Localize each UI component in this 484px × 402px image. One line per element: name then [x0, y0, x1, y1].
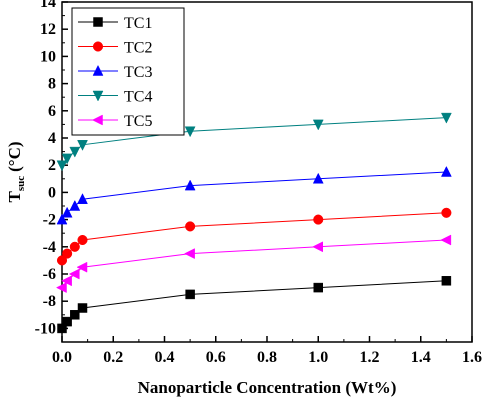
legend-item-tc2: TC2: [78, 40, 152, 57]
data-point: [62, 316, 72, 327]
y-tick-label: 14: [40, 0, 56, 11]
series-tc3: [56, 165, 452, 225]
y-tick-label: 12: [40, 21, 56, 38]
legend-label: TC5: [124, 113, 152, 130]
data-point: [441, 207, 452, 218]
data-point: [61, 153, 73, 165]
data-point: [57, 323, 67, 334]
data-point: [312, 241, 323, 253]
legend-item-tc4: TC4: [78, 89, 152, 106]
legend-item-tc1: TC1: [78, 15, 152, 32]
y-tick-label: -2: [43, 212, 56, 229]
series-tc4: [56, 112, 452, 172]
y-tick-label: -4: [43, 239, 56, 256]
y-tick-label: 8: [48, 76, 56, 93]
x-tick-label: 1.4: [411, 349, 431, 366]
x-tick-label: 0.6: [206, 349, 226, 366]
legend-item-tc3: TC3: [78, 64, 152, 81]
data-point: [77, 140, 88, 151]
x-tick-label: 0.4: [155, 349, 175, 366]
data-point: [184, 179, 196, 191]
data-point: [69, 199, 81, 211]
data-point: [312, 119, 324, 131]
y-tick-label: -10: [35, 320, 56, 337]
series-line: [61, 239, 447, 288]
data-point: [313, 214, 324, 225]
y-tick-label: 10: [40, 48, 56, 65]
data-point: [312, 172, 324, 184]
data-point: [56, 160, 68, 172]
legend-marker: [92, 64, 104, 76]
y-tick-label: 2: [48, 157, 56, 174]
y-tick-label: 6: [48, 103, 56, 120]
legend-marker: [93, 17, 103, 27]
x-tick-label: 0.0: [52, 349, 72, 366]
data-point: [77, 234, 88, 246]
data-point: [56, 213, 68, 225]
data-point: [56, 255, 68, 266]
series-tc5: [55, 234, 452, 294]
series-layer: [55, 112, 452, 334]
y-tick-label: -6: [43, 266, 56, 283]
data-point: [55, 282, 67, 294]
series-line: [61, 212, 447, 261]
legend-item-tc5: TC5: [78, 113, 152, 130]
data-point: [70, 310, 80, 320]
data-point: [184, 248, 195, 260]
y-axis-label-main: T: [5, 191, 24, 203]
legend-label: TC1: [124, 15, 152, 32]
data-point: [62, 248, 73, 259]
data-point: [68, 268, 80, 280]
x-tick-label: 1.0: [308, 349, 328, 366]
legend-label: TC3: [124, 64, 152, 81]
data-point: [61, 275, 72, 287]
x-tick-label: 0.2: [103, 349, 123, 366]
data-point: [77, 303, 88, 313]
series-tc2: [56, 207, 452, 266]
series-tc1: [57, 276, 452, 334]
legend-marker: [91, 114, 103, 126]
x-tick-label: 0.8: [257, 349, 277, 366]
y-axis-ticks: -10 -8 -6 -4 -2 0 2 4 6 8 10 12 14: [35, 0, 68, 343]
data-point: [185, 221, 196, 232]
data-point: [440, 112, 452, 124]
series-line: [61, 280, 447, 329]
legend-marker: [92, 90, 104, 102]
data-point: [313, 282, 323, 293]
y-tick-label: -8: [43, 293, 56, 310]
legend-marker: [92, 41, 104, 52]
data-point: [440, 165, 452, 177]
data-point: [69, 146, 81, 158]
series-line: [61, 171, 447, 220]
data-point: [76, 261, 88, 273]
y-tick-label: 0: [48, 184, 56, 201]
x-axis-label: Nanoparticle Concentration (Wt%): [138, 378, 397, 397]
data-point: [185, 289, 195, 300]
y-axis-label-sub: suc: [15, 176, 27, 191]
y-axis-label-unit: (°C): [5, 141, 24, 171]
data-point: [441, 276, 452, 286]
legend-label: TC4: [124, 89, 152, 106]
legend-label: TC2: [124, 40, 152, 57]
x-tick-label: 1.2: [360, 349, 380, 366]
data-point: [69, 241, 80, 252]
y-axis-label: Tsuc (°C): [5, 141, 27, 202]
data-point: [440, 234, 452, 246]
x-tick-label: 1.6: [462, 349, 482, 366]
data-point: [184, 126, 196, 138]
y-tick-label: 4: [48, 130, 56, 147]
data-point: [77, 193, 88, 204]
legend: TC1 TC2 TC3 TC4 TC5: [71, 7, 185, 136]
data-point: [61, 206, 73, 218]
x-axis-ticks: 0.0 0.2 0.4 0.6 0.8 1.0 1.2 1.4 1.6: [52, 336, 482, 366]
